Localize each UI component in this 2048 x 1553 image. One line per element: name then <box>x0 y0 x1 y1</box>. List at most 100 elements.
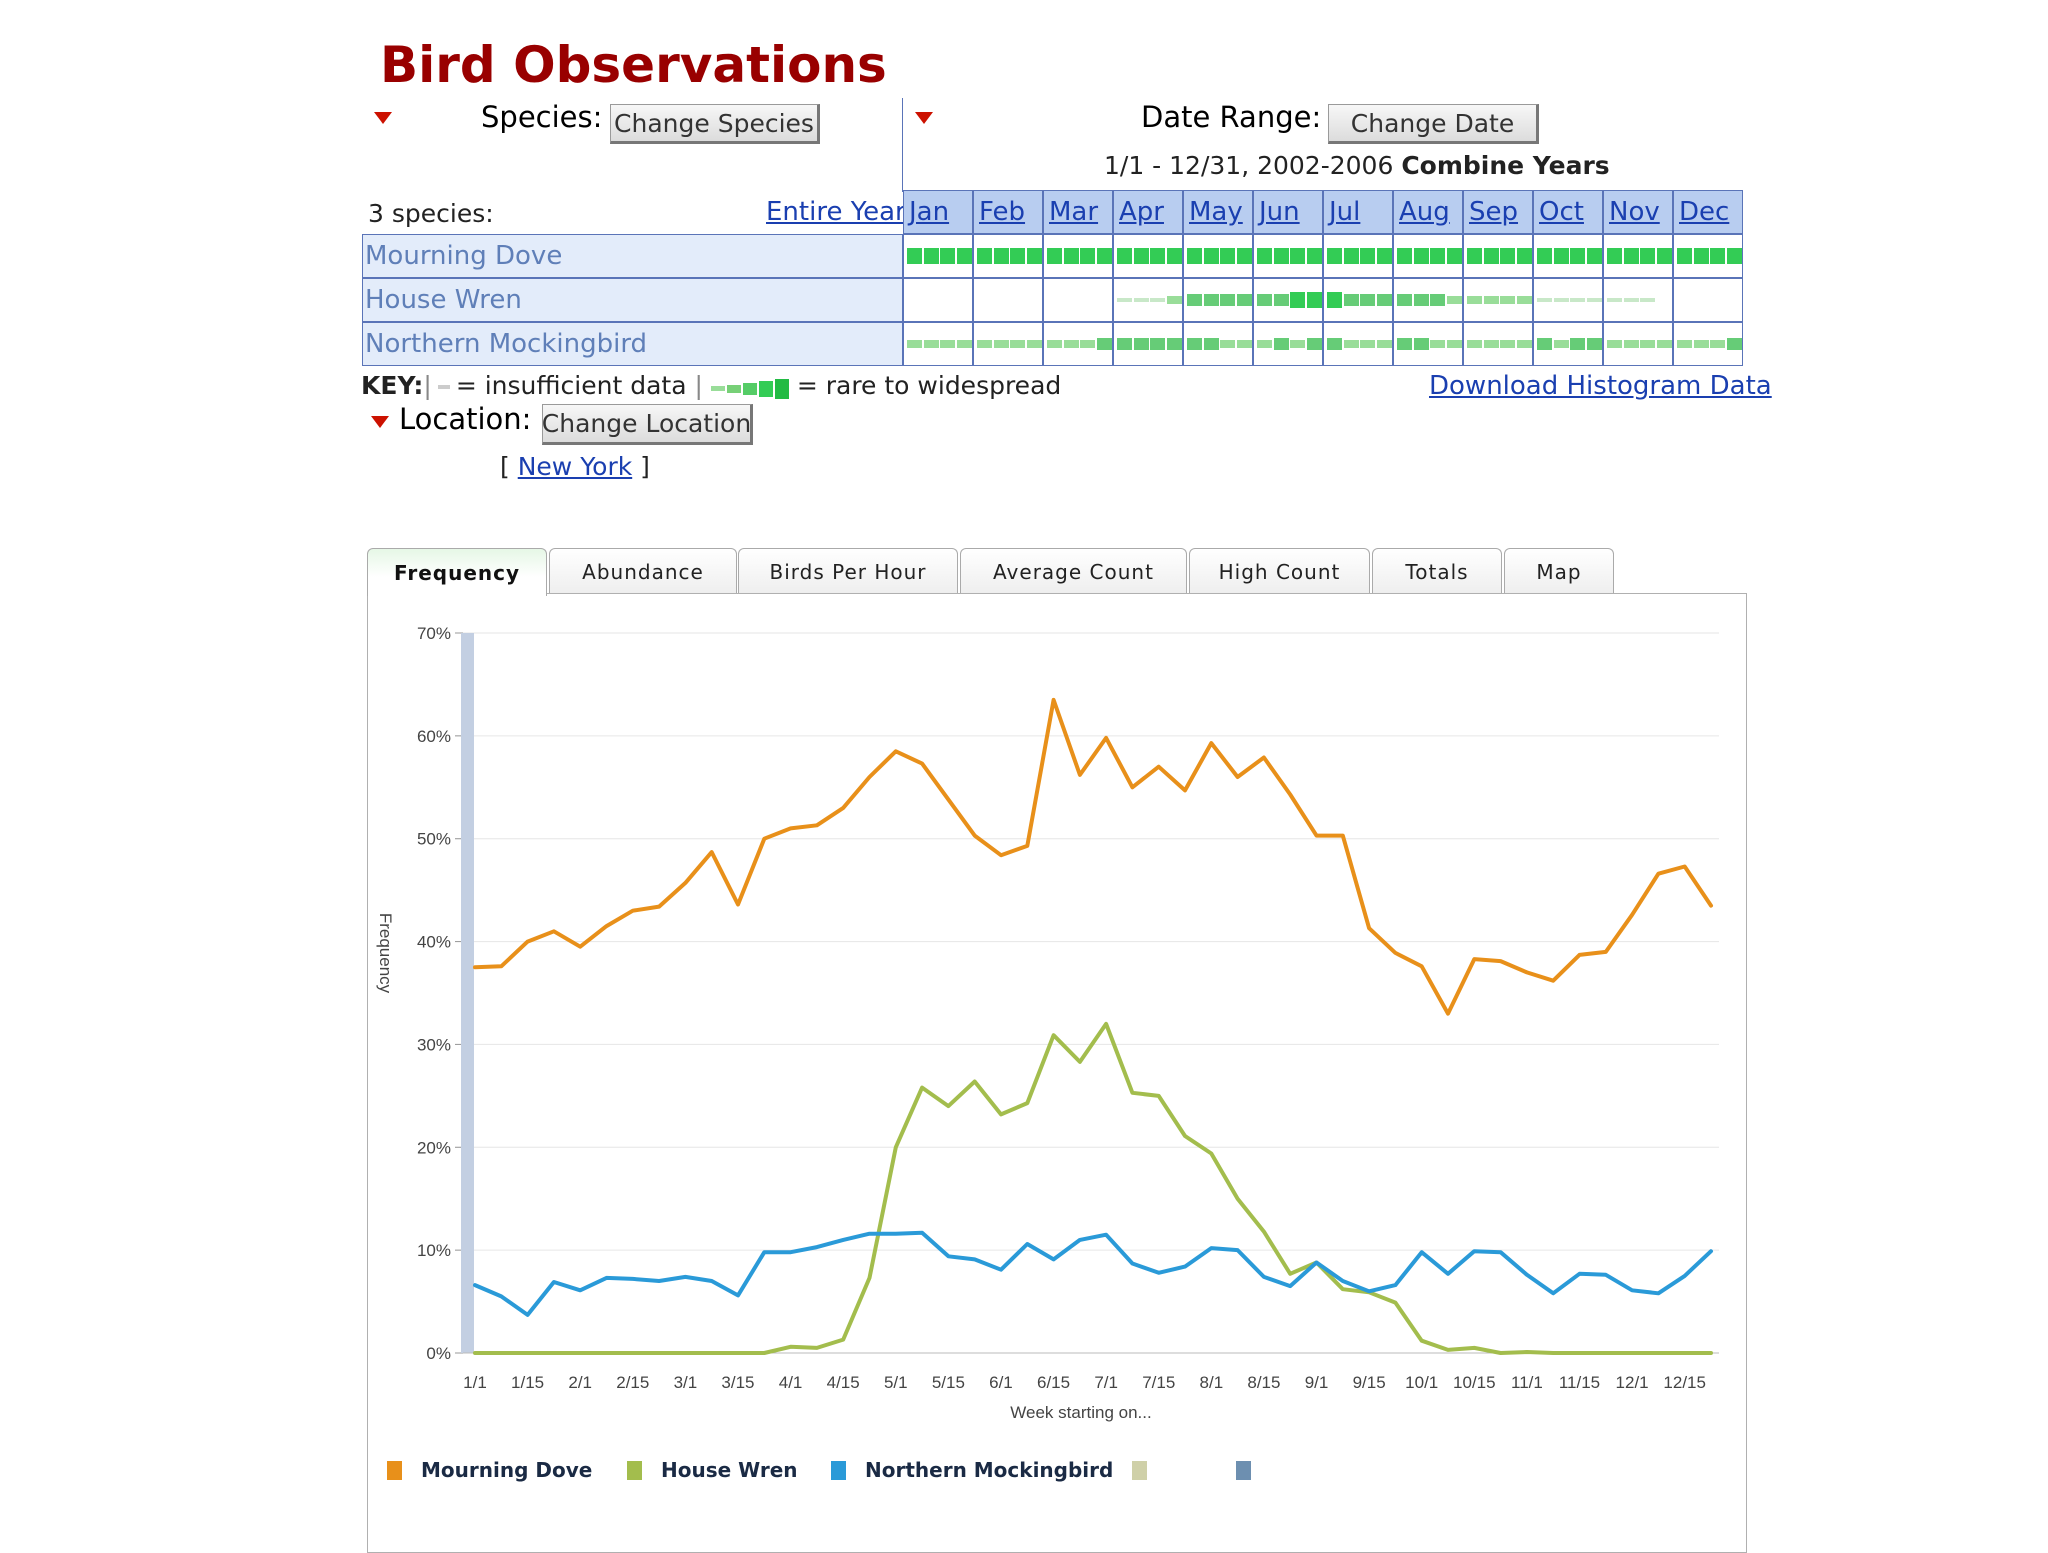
species-collapse-triangle-icon[interactable] <box>374 112 392 124</box>
histogram-bar <box>1483 248 1499 264</box>
tab-high-count[interactable]: High Count <box>1189 548 1370 594</box>
month-link-dec[interactable]: Dec <box>1679 197 1730 227</box>
x-tick-label: 8/15 <box>1247 1373 1280 1392</box>
date-range-text: 1/1 - 12/31, 2002-2006 Combine Years <box>1104 151 1610 180</box>
histogram-cell <box>1043 234 1113 278</box>
histogram-bar <box>1656 340 1672 348</box>
month-header-jul: Jul <box>1323 190 1393 234</box>
insufficient-data-swatch <box>437 385 450 389</box>
histogram-cell <box>903 322 973 366</box>
histogram-cell <box>1673 278 1743 322</box>
change-location-button[interactable]: Change Location <box>542 404 753 445</box>
histogram-cell <box>1043 278 1113 322</box>
download-histogram-link[interactable]: Download Histogram Data <box>1429 371 1772 401</box>
key-insufficient: = insufficient data <box>455 371 687 400</box>
histogram-bar <box>1166 248 1182 264</box>
histogram-bar <box>977 340 992 348</box>
histogram-bar <box>1376 248 1392 264</box>
month-header-sep: Sep <box>1463 190 1533 234</box>
tab-totals[interactable]: Totals <box>1372 548 1502 594</box>
legend-label: Northern Mockingbird <box>865 1458 1113 1482</box>
histogram-bar <box>1236 294 1252 306</box>
histogram-bar <box>1117 298 1132 302</box>
entire-year-link[interactable]: Entire Year <box>766 197 906 227</box>
month-header-feb: Feb <box>973 190 1043 234</box>
tab-average-count[interactable]: Average Count <box>960 548 1187 594</box>
x-tick-label: 12/1 <box>1616 1373 1649 1392</box>
species-row-name[interactable]: House Wren <box>362 278 903 322</box>
histogram-bar <box>1413 248 1429 264</box>
histogram-bar <box>1096 248 1112 264</box>
histogram-cell <box>1463 322 1533 366</box>
histogram-bar <box>1150 248 1165 264</box>
month-header-jan: Jan <box>903 190 973 234</box>
histogram-bar <box>1623 340 1639 348</box>
month-link-oct[interactable]: Oct <box>1539 197 1584 227</box>
month-link-nov[interactable]: Nov <box>1609 197 1660 227</box>
x-tick-label: 12/15 <box>1663 1373 1706 1392</box>
month-header-mar: Mar <box>1043 190 1113 234</box>
histogram-bar <box>1710 248 1725 264</box>
histogram-bar <box>1203 294 1219 306</box>
histogram-bar <box>1607 248 1622 264</box>
histogram-cell <box>1603 234 1673 278</box>
histogram-bar <box>1446 248 1462 264</box>
month-link-apr[interactable]: Apr <box>1119 197 1164 227</box>
month-link-feb[interactable]: Feb <box>979 197 1026 227</box>
month-link-jul[interactable]: Jul <box>1329 197 1361 227</box>
histogram-cell <box>1673 322 1743 366</box>
histogram-bar <box>1220 294 1235 306</box>
species-row-name[interactable]: Mourning Dove <box>362 234 903 278</box>
month-link-jun[interactable]: Jun <box>1259 197 1300 227</box>
change-species-button[interactable]: Change Species <box>610 104 820 144</box>
histogram-bar <box>1236 340 1252 348</box>
y-tick-label: 70% <box>417 624 451 643</box>
histogram-bar <box>1516 296 1532 304</box>
tab-map[interactable]: Map <box>1504 548 1614 594</box>
histogram-cell <box>1113 278 1183 322</box>
histogram-bar <box>907 340 922 348</box>
species-row-name[interactable]: Northern Mockingbird <box>362 322 903 366</box>
histogram-bar <box>956 340 972 348</box>
histogram-bar <box>1063 340 1079 348</box>
month-link-mar[interactable]: Mar <box>1049 197 1099 227</box>
histogram-bar <box>1273 294 1289 306</box>
histogram-bar <box>1376 340 1392 348</box>
histogram-cell <box>903 278 973 322</box>
tab-abundance[interactable]: Abundance <box>549 548 737 594</box>
histogram-cell <box>1253 234 1323 278</box>
month-link-may[interactable]: May <box>1189 197 1243 227</box>
page-title: Bird Observations <box>380 36 887 94</box>
histogram-bar <box>1096 338 1112 350</box>
histogram-bar <box>1446 340 1462 348</box>
histogram-bar <box>1710 340 1725 348</box>
month-link-sep[interactable]: Sep <box>1469 197 1519 227</box>
species-label: Species: <box>481 100 603 134</box>
date-range-label: Date Range: <box>1141 100 1322 134</box>
histogram-bar <box>1537 248 1552 264</box>
date-collapse-triangle-icon[interactable] <box>915 112 933 124</box>
x-tick-label: 3/1 <box>674 1373 698 1392</box>
histogram-bar <box>1047 340 1062 348</box>
histogram-bar <box>1166 338 1182 350</box>
x-tick-label: 9/1 <box>1305 1373 1329 1392</box>
tab-frequency[interactable]: Frequency <box>367 548 547 596</box>
x-tick-label: 2/15 <box>616 1373 649 1392</box>
x-tick-label: 11/1 <box>1511 1373 1543 1392</box>
new-york-link[interactable]: New York <box>517 452 633 481</box>
legend-swatch <box>387 1461 402 1480</box>
month-link-jan[interactable]: Jan <box>909 197 950 227</box>
histogram-bar <box>1570 298 1585 302</box>
histogram-table: Jan Feb Mar Apr May Jun Jul Aug Sep Oct Nov Dec Mour… <box>362 190 1743 368</box>
tab-birds-per-hour[interactable]: Birds Per Hour <box>738 548 958 594</box>
y-axis-label: Frequency <box>376 913 395 994</box>
histogram-cell <box>1463 278 1533 322</box>
y-tick-label: 60% <box>417 727 451 746</box>
month-link-aug[interactable]: Aug <box>1399 197 1450 227</box>
histogram-cell <box>1533 322 1603 366</box>
month-header-may: May <box>1183 190 1253 234</box>
histogram-cell <box>1113 322 1183 366</box>
change-date-button[interactable]: Change Date <box>1328 104 1539 144</box>
location-collapse-triangle-icon[interactable] <box>371 416 389 428</box>
histogram-bar <box>1117 338 1132 350</box>
